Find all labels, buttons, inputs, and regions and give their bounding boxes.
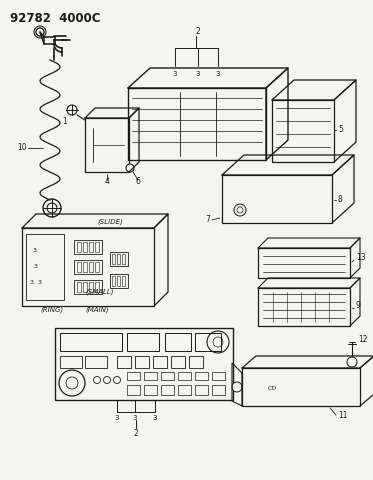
Bar — [89, 242, 93, 252]
Circle shape — [67, 105, 77, 115]
Bar — [77, 262, 81, 272]
Bar — [83, 262, 87, 272]
Text: (SLIDE): (SLIDE) — [97, 219, 123, 225]
Bar — [83, 242, 87, 252]
Bar — [26, 234, 64, 300]
Bar — [83, 282, 87, 292]
Circle shape — [43, 199, 61, 217]
Text: 6: 6 — [135, 178, 141, 187]
Bar — [127, 333, 159, 351]
Bar — [127, 385, 140, 395]
Text: 11: 11 — [338, 410, 348, 420]
Bar — [74, 240, 102, 254]
Text: 1: 1 — [63, 118, 68, 127]
Bar — [212, 372, 225, 380]
Bar — [161, 372, 174, 380]
Bar — [222, 175, 332, 223]
Bar — [212, 385, 225, 395]
Circle shape — [347, 357, 357, 367]
Bar — [22, 228, 154, 306]
Text: 10: 10 — [17, 144, 27, 153]
Bar — [127, 372, 140, 380]
Bar — [178, 385, 191, 395]
Bar — [122, 276, 125, 286]
Bar — [144, 372, 157, 380]
Bar — [110, 252, 128, 266]
Text: 4: 4 — [104, 178, 109, 187]
Bar — [85, 356, 107, 368]
Bar — [178, 372, 191, 380]
Bar — [165, 333, 191, 351]
Bar — [161, 385, 174, 395]
Bar — [95, 242, 99, 252]
Text: 12: 12 — [358, 336, 367, 345]
Circle shape — [126, 164, 134, 172]
Bar — [144, 385, 157, 395]
Bar — [110, 274, 128, 288]
Bar — [195, 385, 208, 395]
Bar — [258, 248, 350, 278]
Text: CD: CD — [267, 385, 277, 391]
Bar — [128, 88, 266, 160]
Bar — [85, 118, 129, 172]
Bar — [95, 262, 99, 272]
Bar — [189, 356, 203, 368]
Text: 7: 7 — [205, 216, 210, 225]
Text: (MAIN): (MAIN) — [85, 307, 109, 313]
Text: 3: 3 — [133, 415, 137, 421]
Bar — [95, 282, 99, 292]
Bar — [135, 356, 149, 368]
Bar — [242, 368, 360, 406]
Text: (RING): (RING) — [40, 307, 63, 313]
Text: 3.: 3. — [33, 248, 39, 252]
Bar — [258, 288, 350, 326]
Bar — [60, 333, 122, 351]
Circle shape — [232, 382, 242, 392]
Bar — [117, 276, 120, 286]
Bar — [195, 333, 221, 351]
Bar — [153, 356, 167, 368]
Text: 3. 3: 3. 3 — [30, 279, 42, 285]
Text: 2: 2 — [134, 430, 138, 439]
Text: 5: 5 — [338, 125, 343, 134]
Text: 92782  4000C: 92782 4000C — [10, 12, 100, 25]
Text: 13: 13 — [356, 253, 366, 263]
Text: 3: 3 — [196, 71, 200, 77]
Bar — [117, 254, 120, 264]
Bar — [117, 356, 131, 368]
Bar — [122, 254, 125, 264]
Bar — [74, 280, 102, 294]
Text: 3: 3 — [153, 415, 157, 421]
Bar — [171, 356, 185, 368]
Text: 3: 3 — [216, 71, 220, 77]
Text: (SMALL): (SMALL) — [86, 289, 114, 295]
Bar — [55, 328, 233, 400]
Text: 3: 3 — [115, 415, 119, 421]
Bar — [77, 242, 81, 252]
Bar — [195, 372, 208, 380]
Bar — [112, 254, 115, 264]
Text: 3: 3 — [173, 71, 177, 77]
Bar — [272, 100, 334, 162]
Bar — [60, 356, 82, 368]
Bar — [112, 276, 115, 286]
Text: 3: 3 — [34, 264, 38, 268]
Text: 9: 9 — [356, 300, 361, 310]
Bar — [89, 262, 93, 272]
Bar — [74, 260, 102, 274]
Bar — [77, 282, 81, 292]
Bar — [89, 282, 93, 292]
Text: 2: 2 — [195, 27, 200, 36]
Text: 8: 8 — [338, 195, 343, 204]
